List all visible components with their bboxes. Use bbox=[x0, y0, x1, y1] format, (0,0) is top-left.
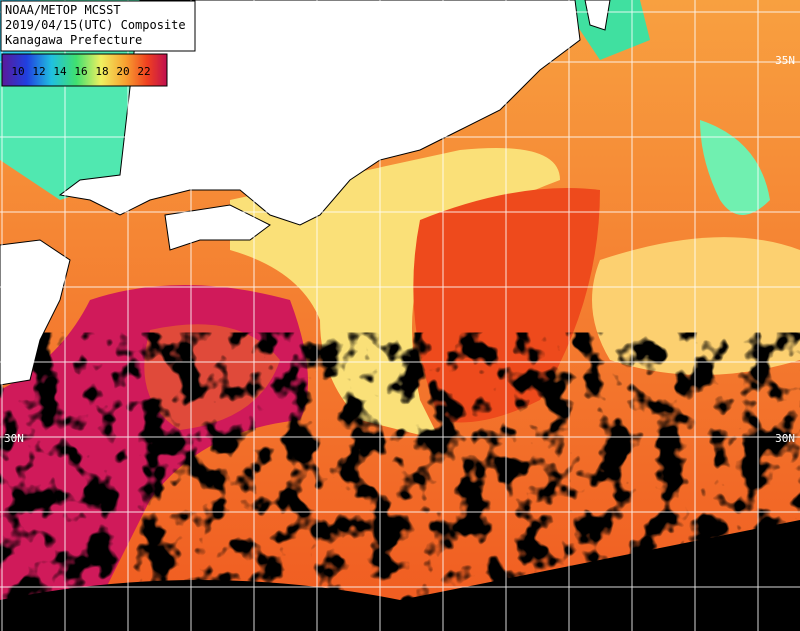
legend-tick-label: 20 bbox=[116, 65, 129, 78]
legend-tick-label: 12 bbox=[32, 65, 45, 78]
legend-ticks: 10 12 14 16 18 20 22 bbox=[11, 65, 150, 78]
legend-tick-label: 22 bbox=[137, 65, 150, 78]
header-box bbox=[0, 0, 196, 52]
lat-label: 30N bbox=[4, 432, 24, 445]
legend-tick-label: 10 bbox=[11, 65, 24, 78]
land-honshu bbox=[58, 0, 581, 226]
header-line: Kanagawa Prefecture bbox=[5, 33, 142, 47]
lon-label: 135E bbox=[319, 4, 332, 31]
legend-tick-label: 14 bbox=[53, 65, 67, 78]
warm-plume bbox=[230, 148, 560, 440]
legend-tick-label: 18 bbox=[95, 65, 108, 78]
legend-tick-label: 16 bbox=[74, 65, 87, 78]
lat-label: 30N bbox=[775, 432, 795, 445]
cloud-mask bbox=[0, 520, 800, 631]
land-boso bbox=[584, 0, 611, 31]
land-kyushu bbox=[0, 239, 71, 386]
warm-plume bbox=[592, 237, 800, 375]
cold-eddy bbox=[700, 120, 770, 215]
header-line: NOAA/METOP MCSST bbox=[5, 3, 121, 17]
color-bar bbox=[1, 53, 168, 87]
header-line: 2019/04/15(UTC) Composite bbox=[5, 18, 186, 32]
lat-label: 35N bbox=[775, 54, 795, 67]
